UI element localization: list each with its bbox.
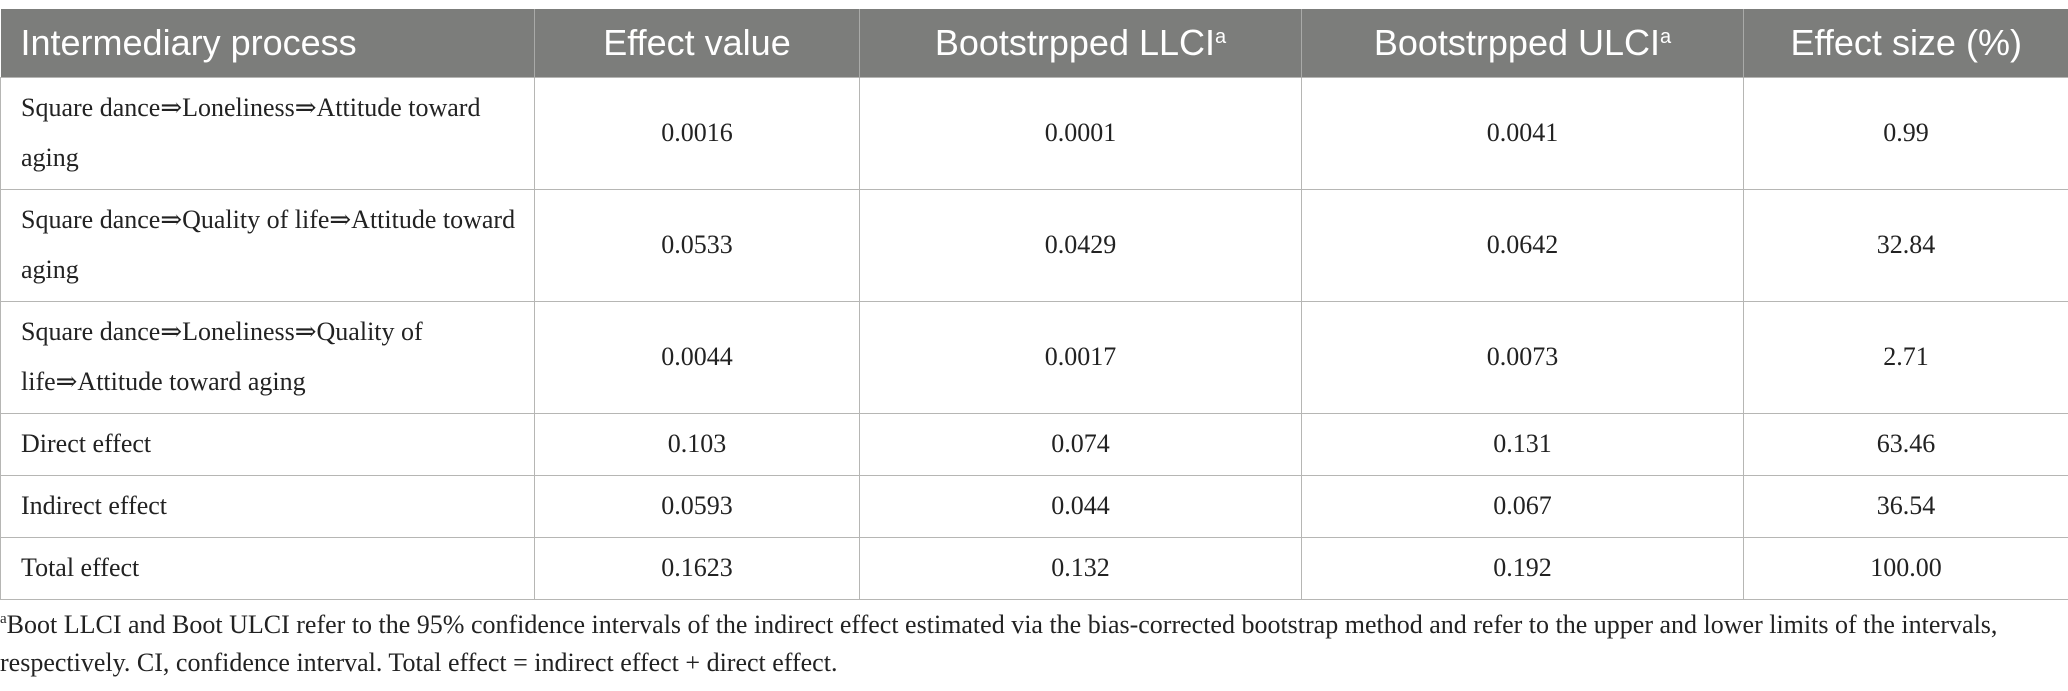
effect-value-cell: 0.0016 bbox=[534, 76, 860, 190]
table-row: Total effect 0.1623 0.132 0.192 100.00 bbox=[0, 536, 2068, 600]
row-label: Square dance⇒Quality of life⇒Attitude to… bbox=[0, 188, 535, 302]
table-row: Indirect effect 0.0593 0.044 0.067 36.54 bbox=[0, 474, 2068, 538]
effect-value-cell: 0.0533 bbox=[534, 188, 860, 302]
effect-size-cell: 36.54 bbox=[1743, 474, 2068, 538]
table-row: Square dance⇒Quality of life⇒Attitude to… bbox=[0, 188, 2068, 302]
llci-cell: 0.044 bbox=[859, 474, 1302, 538]
mediation-effects-table: Intermediary process Effect value Bootst… bbox=[0, 9, 2068, 600]
ulci-cell: 0.067 bbox=[1301, 474, 1744, 538]
effect-size-cell: 32.84 bbox=[1743, 188, 2068, 302]
llci-cell: 0.0001 bbox=[859, 76, 1302, 190]
effect-value-cell: 0.103 bbox=[534, 412, 860, 476]
effect-value-cell: 0.0593 bbox=[534, 474, 860, 538]
llci-cell: 0.074 bbox=[859, 412, 1302, 476]
table-row: Square dance⇒Loneliness⇒Quality of life⇒… bbox=[0, 300, 2068, 414]
header-effect-value: Effect value bbox=[534, 9, 860, 77]
footnote-marker: a bbox=[0, 611, 7, 627]
effect-size-cell: 100.00 bbox=[1743, 536, 2068, 600]
table-row: Direct effect 0.103 0.074 0.131 63.46 bbox=[0, 412, 2068, 476]
llci-cell: 0.0017 bbox=[859, 300, 1302, 414]
row-label: Total effect bbox=[0, 536, 535, 600]
ulci-cell: 0.131 bbox=[1301, 412, 1744, 476]
header-superscript: a bbox=[1215, 25, 1227, 48]
ulci-cell: 0.0073 bbox=[1301, 300, 1744, 414]
row-label: Indirect effect bbox=[0, 474, 535, 538]
ulci-cell: 0.0041 bbox=[1301, 76, 1744, 190]
header-row: Intermediary process Effect value Bootst… bbox=[0, 9, 2068, 77]
table-row: Square dance⇒Loneliness⇒Attitude toward … bbox=[0, 76, 2068, 190]
ulci-cell: 0.0642 bbox=[1301, 188, 1744, 302]
header-bootstrapped-ulci: Bootstrpped ULCIa bbox=[1301, 9, 1744, 77]
effect-size-cell: 63.46 bbox=[1743, 412, 2068, 476]
header-intermediary-process: Intermediary process bbox=[0, 9, 535, 77]
footnote-text: Boot LLCI and Boot ULCI refer to the 95%… bbox=[0, 610, 1998, 677]
header-bootstrapped-llci: Bootstrpped LLCIa bbox=[859, 9, 1302, 77]
row-label: Square dance⇒Loneliness⇒Attitude toward … bbox=[0, 76, 535, 190]
effect-size-cell: 2.71 bbox=[1743, 300, 2068, 414]
llci-cell: 0.132 bbox=[859, 536, 1302, 600]
table-header: Intermediary process Effect value Bootst… bbox=[0, 9, 2068, 77]
effect-value-cell: 0.0044 bbox=[534, 300, 860, 414]
table-footnote: aBoot LLCI and Boot ULCI refer to the 95… bbox=[0, 606, 2066, 682]
effect-size-cell: 0.99 bbox=[1743, 76, 2068, 190]
header-superscript: a bbox=[1660, 25, 1672, 48]
llci-cell: 0.0429 bbox=[859, 188, 1302, 302]
row-label: Direct effect bbox=[0, 412, 535, 476]
header-effect-size: Effect size (%) bbox=[1790, 21, 2022, 63]
table-body: Square dance⇒Loneliness⇒Attitude toward … bbox=[0, 76, 2068, 600]
ulci-cell: 0.192 bbox=[1301, 536, 1744, 600]
row-label: Square dance⇒Loneliness⇒Quality of life⇒… bbox=[0, 300, 535, 414]
effect-value-cell: 0.1623 bbox=[534, 536, 860, 600]
